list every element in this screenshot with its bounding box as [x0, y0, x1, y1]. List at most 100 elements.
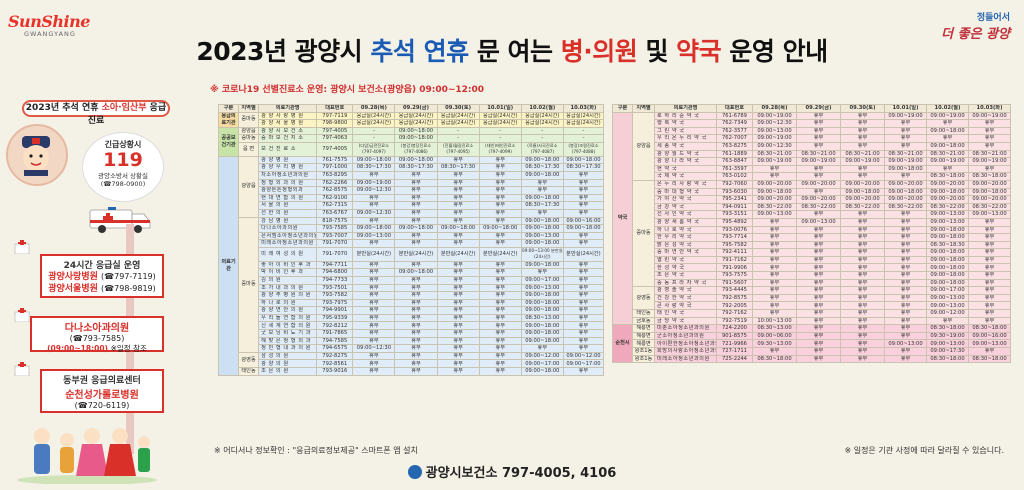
- hours-cell: 휴무: [562, 336, 605, 346]
- table-row: 박 이 비 인 후 과 794-6800 휴무 09:00~18:00 휴무 휴무 휴무 휴무: [219, 268, 605, 277]
- phone-cell: 793-9016: [316, 367, 354, 376]
- hours-cell: 휴무: [884, 324, 927, 333]
- hospital-schedule-table: 구분 지역별 의료기관명 대표번호 09.28(목) 09.29(금) 09.30(토) 10…: [217, 104, 605, 376]
- hours-cell: 휴무: [752, 240, 797, 250]
- er-hospital-1-phone: (☎797-7119): [101, 272, 156, 281]
- column-header: 의료기관명: [258, 104, 318, 113]
- table-row: 밝 은 성 약 국 795-7582 휴무 휴무 휴무 휴무 08:30~18:30 휴무: [613, 240, 1011, 250]
- phone-cell: 797-4005: [316, 126, 354, 136]
- hours-cell: 09:00~17:00: [562, 359, 605, 369]
- hours-cell: 휴무: [840, 164, 885, 174]
- table-row: 조 은 약 국 793-7575 휴무 휴무 휴무 휴무 09:00~18:00 휴무: [613, 271, 1011, 280]
- hours-cell: 휴무: [968, 271, 1011, 280]
- hours-cell: 09:00~18:00: [562, 155, 605, 165]
- hours-cell: (봉강)조령진료소 (797-4088): [562, 141, 605, 157]
- hours-cell: 휴무: [520, 186, 564, 195]
- name-cell: 조 은 약 국: [654, 271, 717, 280]
- hours-cell: 휴무: [478, 260, 522, 270]
- hours-cell: 08:30~18:00: [926, 172, 969, 181]
- hours-cell: 09:00~12:30: [752, 119, 797, 128]
- title-space: [415, 37, 423, 66]
- hours-cell: 휴무: [562, 186, 605, 195]
- hours-cell: 휴무: [752, 164, 797, 174]
- phone-cell: 792-7519: [716, 316, 753, 326]
- hours-cell: 휴무: [562, 268, 605, 277]
- table-row: 광 양 우 리 병 원 797-1000 08:30~17:30 08:30~17:3…: [219, 163, 605, 172]
- hours-cell: 09:00~18:00: [520, 155, 564, 165]
- hours-cell: 09:00~13:00: [352, 231, 396, 241]
- hours-cell: 휴무: [840, 347, 885, 356]
- hours-cell: 09:00~16:00: [968, 331, 1011, 341]
- hours-cell: 휴무: [352, 201, 396, 210]
- hours-cell: 휴무: [796, 240, 841, 250]
- region-cell: 해룡면: [632, 331, 655, 341]
- name-cell: 아이편한정소아청소년과의원: [654, 339, 717, 348]
- hours-cell: -: [478, 126, 522, 136]
- title-part2: 문 여는: [468, 37, 561, 66]
- hours-cell: 09:00~19:00: [752, 111, 797, 121]
- hours-cell: 09:00~17:00: [520, 275, 564, 285]
- hours-cell: 휴무: [436, 275, 480, 285]
- hours-cell: 휴무: [394, 193, 438, 203]
- hours-cell: 09:00~20:00: [796, 195, 841, 204]
- name-cell: 광 양 의 원: [258, 359, 318, 369]
- hours-cell: 응급실(24시간): [520, 111, 564, 121]
- table-row: 중마동 중 마 보 건 지 소 797-4063-09:00~18:00- - - -: [219, 134, 605, 143]
- hours-cell: 휴무: [884, 217, 927, 227]
- name-cell: 미춘소아청소년과의원: [654, 324, 717, 333]
- hours-cell: 휴무: [478, 163, 522, 172]
- table-row: 광 양 주 병 원 의 원 793-7582 휴무 휴무 휴무 휴무 09:00~18:00…: [219, 291, 605, 300]
- hours-cell: 09:00~17:00: [926, 286, 969, 295]
- hours-cell: 휴무: [926, 134, 969, 143]
- hours-cell: 휴무: [968, 126, 1011, 136]
- hours-cell: 09:00~18:00: [394, 126, 438, 136]
- hours-cell: 08:30~22:00: [796, 202, 841, 212]
- column-header: 09.30(토): [436, 104, 480, 113]
- pediatric-clinic-hours: (09:00~18:00) ※일정 참조: [32, 343, 162, 354]
- region-cell: 해룡면: [632, 339, 655, 348]
- hours-cell: 09:00~18:00: [394, 224, 438, 233]
- hours-cell: 09:00~18:00: [926, 126, 969, 136]
- regional-center-icon: [14, 362, 30, 376]
- hours-cell: 휴무: [884, 240, 927, 250]
- hours-cell: 휴무: [796, 225, 841, 235]
- phone-cell: 792-8561: [316, 359, 354, 369]
- hours-cell: 휴무: [436, 344, 480, 353]
- hours-cell: 휴무: [478, 231, 522, 241]
- hours-cell: 휴무: [394, 344, 438, 353]
- table-row: 응급의료기관 중마동 광 양 사 랑 병 원 797-7119 응급실(24시간) 응급실…: [217, 111, 605, 128]
- name-cell: 광 양 연 안 의 원: [258, 306, 318, 315]
- hours-cell: 휴무: [968, 164, 1011, 174]
- name-cell: 광 양 우 리 병 원: [258, 163, 318, 172]
- name-cell: 현 대 연 합 의 원: [258, 193, 318, 203]
- hours-cell: 휴무: [796, 293, 841, 303]
- hours-cell: 08:30~22:00: [968, 202, 1011, 212]
- phone-cell: 724-2200: [716, 324, 753, 333]
- hours-cell: 휴무: [478, 321, 522, 331]
- hours-cell: 휴무: [884, 316, 927, 326]
- hours-cell: 휴무: [840, 263, 885, 273]
- hours-cell: 휴무: [436, 283, 480, 293]
- hours-cell: 휴무: [562, 201, 605, 210]
- column-header: 10.03(화): [562, 104, 605, 113]
- table-row: 조 가 내 과 의 원 793-7501 휴무 휴무 휴무 휴무 09:00~13:00 휴무: [219, 283, 605, 293]
- name-cell: 광 영 솔 약 국: [654, 286, 717, 295]
- hours-cell: 08:30~21:00: [926, 149, 969, 159]
- table-row: 해룡면아이편한정소아청소년과의원721-996609:30~13:00휴무휴무0…: [613, 339, 1011, 348]
- table-row: 광 양 월 드 약 국 761-1889 08:30~21:00 08:30~21:0…: [613, 149, 1011, 159]
- column-header: 09.29(금): [394, 104, 438, 113]
- table-row: 광 양 나 라 약 국 763-8847 09:00~19:00 09:00~19:0…: [613, 157, 1011, 166]
- region-cell: 왕조1동: [632, 347, 655, 356]
- phone-cell: 793-7007: [316, 231, 354, 241]
- hours-cell: 휴무: [796, 255, 841, 265]
- hours-cell: 09:00~18:00: [562, 224, 605, 233]
- hours-cell: 응급실(24시간): [394, 111, 438, 121]
- hours-cell: 응급실(24시간): [436, 111, 480, 121]
- er-24h-box: 24시간 응급실 운영 광양사랑병원 (☎797-7119) 광양서울병원 (☎…: [40, 254, 164, 298]
- phone-cell: 793-7585: [316, 224, 354, 233]
- hours-cell: 휴무: [968, 293, 1011, 303]
- table-row: 해 맞 은 정 형 외 과 794-7585 휴무 휴무 휴무 휴무 09:00~18:00…: [219, 336, 605, 346]
- name-cell: 하 나 로 약 국: [654, 225, 717, 235]
- bubble-line1: 긴급상황시: [104, 140, 142, 149]
- column-header: 10.02(월): [926, 104, 969, 113]
